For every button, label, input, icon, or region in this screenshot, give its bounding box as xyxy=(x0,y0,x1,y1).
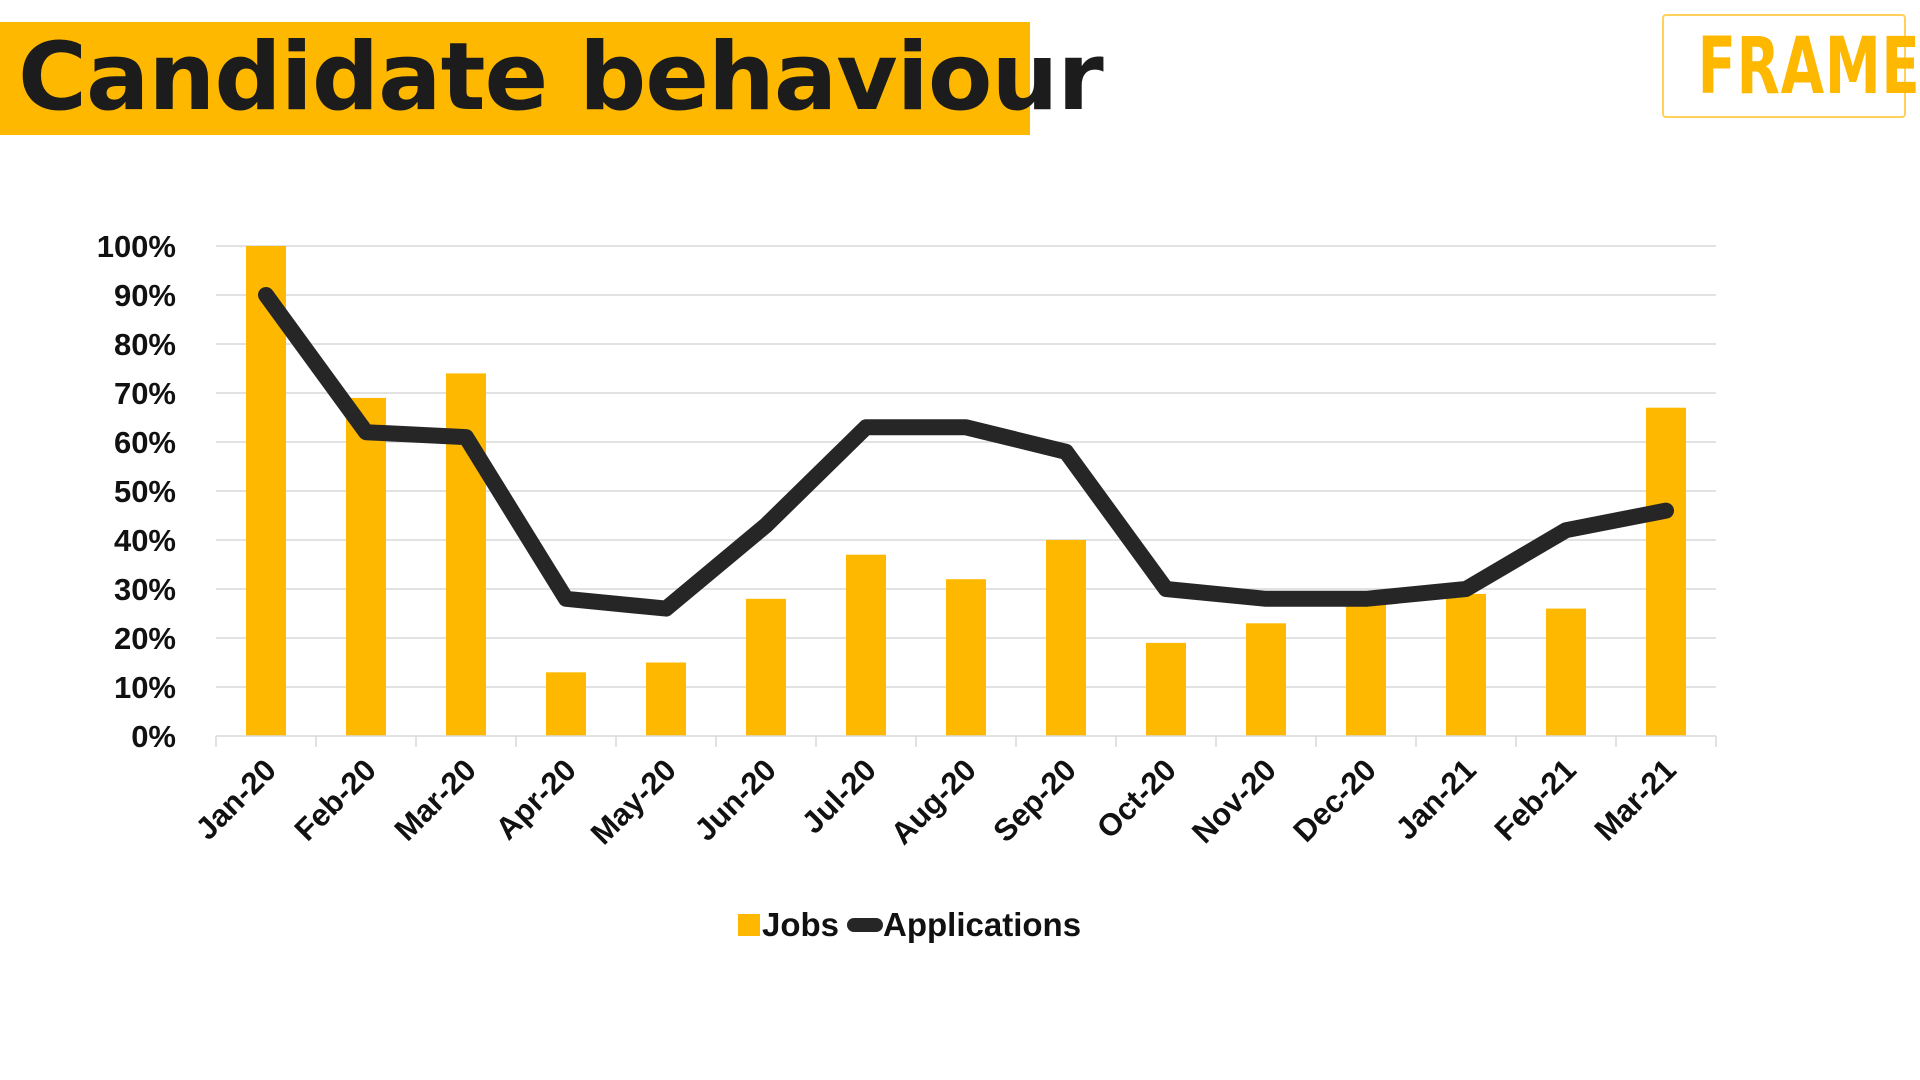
y-tick-label: 80% xyxy=(114,327,176,362)
x-tick-label: Dec-20 xyxy=(1286,752,1383,849)
bar-jobs xyxy=(546,672,586,736)
bar-jobs xyxy=(246,246,286,736)
line-series xyxy=(258,287,1674,617)
point-applications xyxy=(665,607,667,610)
x-tick-label: Mar-21 xyxy=(1588,752,1683,847)
point-applications xyxy=(1165,588,1167,590)
bar-jobs xyxy=(846,554,886,736)
point-applications xyxy=(965,426,967,429)
point-applications xyxy=(1365,597,1367,600)
x-tick-label: Sep-20 xyxy=(986,752,1083,849)
bar-series xyxy=(246,246,1686,736)
x-axis-ticks: Jan-20 Feb-20 Mar-20 Apr-20 May-20 Jun-20 Jul-… xyxy=(189,752,1683,851)
bar-jobs xyxy=(446,373,486,736)
y-tick-label: 20% xyxy=(114,621,176,656)
x-tick-label: Nov-20 xyxy=(1185,752,1283,850)
x-tick-label: Feb-21 xyxy=(1488,752,1583,847)
legend-label-jobs: Jobs xyxy=(762,906,840,943)
x-tick-label: Aug-20 xyxy=(884,752,983,851)
x-tick-label: Jan-20 xyxy=(189,752,283,846)
y-tick-label: 0% xyxy=(131,719,176,754)
x-tick-label: Apr-20 xyxy=(489,752,583,846)
point-applications xyxy=(1265,597,1267,600)
x-axis xyxy=(215,735,1717,747)
point-applications xyxy=(1065,450,1067,453)
legend-swatch-applications xyxy=(847,918,884,932)
frame-logo: FRAME xyxy=(1662,14,1920,118)
legend-item-jobs: Jobs xyxy=(738,906,839,944)
legend: Jobs Applications xyxy=(738,903,1081,947)
bar-jobs xyxy=(1546,608,1586,736)
title-banner: Candidate behaviour xyxy=(0,22,1104,135)
y-tick-label: 30% xyxy=(114,572,176,607)
point-applications xyxy=(865,426,867,429)
point-applications xyxy=(1665,509,1667,512)
bar-jobs xyxy=(746,598,786,736)
x-tick-label: Mar-20 xyxy=(388,752,483,847)
x-tick-label: Jun-20 xyxy=(688,752,783,847)
point-applications xyxy=(765,524,767,527)
legend-item-applications: Applications xyxy=(839,906,1081,944)
point-applications xyxy=(265,294,267,296)
y-tick-label: 90% xyxy=(114,278,176,313)
bar-jobs xyxy=(1646,407,1686,736)
page-title: Candidate behaviour xyxy=(18,23,1104,132)
bar-jobs xyxy=(1246,623,1286,736)
bar-jobs xyxy=(1446,593,1486,736)
point-applications xyxy=(1565,529,1567,532)
x-tick-label: Jan-21 xyxy=(1389,752,1483,846)
legend-swatch-jobs xyxy=(738,914,760,936)
bar-jobs xyxy=(1346,603,1386,736)
bar-jobs xyxy=(646,662,686,736)
point-applications xyxy=(465,436,467,439)
x-tick-label: Oct-20 xyxy=(1090,752,1183,845)
y-tick-label: 70% xyxy=(114,376,176,411)
x-tick-label: Jul-20 xyxy=(795,752,883,840)
bar-jobs xyxy=(1046,540,1086,736)
point-applications xyxy=(565,597,567,600)
bar-jobs xyxy=(346,397,386,736)
point-applications xyxy=(365,431,367,434)
bar-jobs xyxy=(946,579,986,736)
x-tick-label: Feb-20 xyxy=(288,752,383,847)
y-tick-label: 40% xyxy=(114,523,176,558)
y-tick-label: 60% xyxy=(114,425,176,460)
y-tick-label: 100% xyxy=(97,229,176,264)
y-tick-label: 10% xyxy=(114,670,176,705)
y-tick-label: 50% xyxy=(114,474,176,509)
x-tick-label: May-20 xyxy=(584,752,683,851)
legend-label-applications: Applications xyxy=(883,906,1082,943)
point-applications xyxy=(1465,588,1467,590)
bar-jobs xyxy=(1146,642,1186,736)
y-axis-ticks: 0% 10% 20% 30% 40% 50% 60% 70% 80% 90% 100% xyxy=(97,229,176,754)
